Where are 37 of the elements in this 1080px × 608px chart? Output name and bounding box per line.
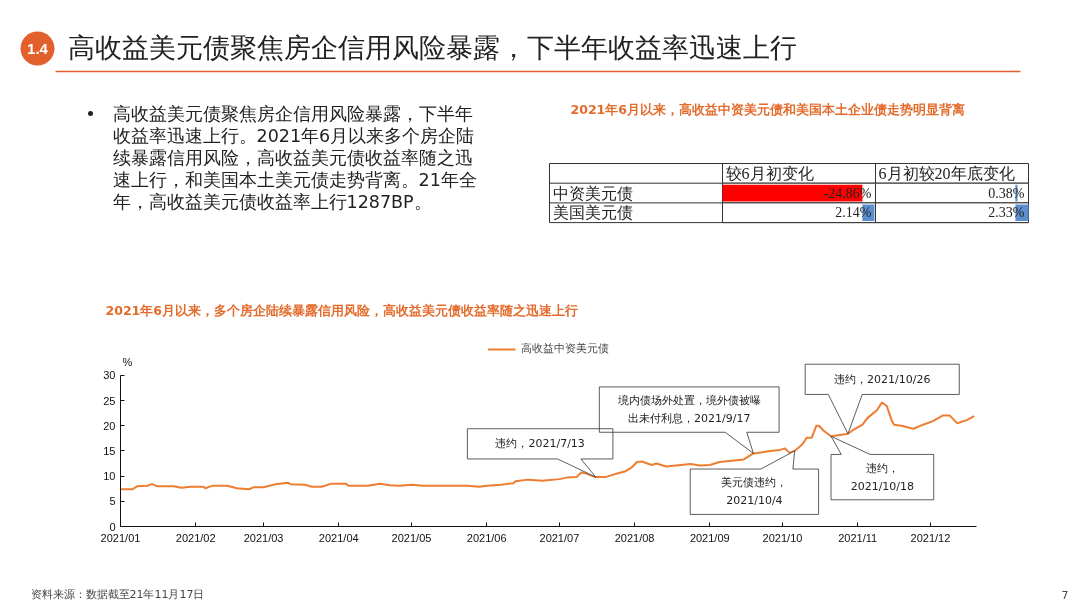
legend-label: 高收益中资美元债 bbox=[520, 342, 609, 356]
y-tick-label: 30 bbox=[103, 369, 116, 382]
y-tick-label: 15 bbox=[103, 444, 116, 457]
x-tick-label: 较6月初变化 bbox=[725, 164, 814, 182]
x-tick-label: 2021/03 bbox=[243, 531, 284, 544]
text: 1.4 bbox=[27, 39, 49, 57]
y-tick-label: 0 bbox=[109, 520, 116, 533]
text: 7 bbox=[1061, 588, 1069, 602]
annotation: 违约，2021/7/13 bbox=[495, 437, 585, 451]
chart-title: 2021年6月以来，高收益中资美元债和美国本土企业债走势明显背离 bbox=[570, 102, 965, 117]
x-tick-label: 2021/11 bbox=[838, 531, 878, 544]
y-tick-label: 20 bbox=[103, 419, 116, 432]
x-tick-label: 2021/02 bbox=[175, 531, 216, 544]
y-tick-label: 10 bbox=[103, 470, 116, 483]
y-tick-label: 5 bbox=[109, 495, 116, 508]
x-tick-label: 2021/08 bbox=[614, 531, 655, 544]
x-tick-label: 2021/01 bbox=[100, 531, 141, 544]
y-tick-label: 25 bbox=[103, 394, 116, 407]
text: 高收益美元债聚焦房企信用风险暴露，下半年收益率迅速上行。2021年6月以来多个房企陆续暴露信用风险，高收益美元债收益率随之迅速上行，和美国本土美元债走势背离。21年全年，高收益美元债收益率上行1287BP。 bbox=[112, 103, 477, 212]
x-tick-label: 2021/04 bbox=[318, 531, 359, 544]
x-tick-label: 6月初较20年底变化 bbox=[878, 164, 1015, 182]
annotation: 违约，2021/10/26 bbox=[834, 372, 931, 386]
x-tick-label: 2021/12 bbox=[910, 531, 951, 544]
text: 高收益美元债聚焦房企信用风险暴露，下半年收益率迅速上行 bbox=[67, 32, 797, 63]
chart-title: 2021年6月以来，多个房企陆续暴露信用风险，高收益美元债收益率随之迅速上行 bbox=[105, 302, 578, 318]
y-tick-label: 中资美元债 bbox=[552, 184, 633, 202]
x-tick-label: 2021/07 bbox=[539, 531, 580, 544]
y-axis-title: % bbox=[122, 355, 133, 368]
text: 资料来源：数据截至21年11月17日 bbox=[30, 588, 205, 601]
x-tick-label: 2021/05 bbox=[391, 531, 432, 544]
x-tick-label: 2021/09 bbox=[689, 531, 730, 544]
annotation: 美元债违约，2021/10/4 bbox=[721, 476, 788, 508]
x-tick-label: 2021/06 bbox=[466, 531, 507, 544]
y-tick-label: 美国美元债 bbox=[552, 204, 633, 222]
x-tick-label: 2021/10 bbox=[762, 531, 803, 544]
annotation: 境内债场外处置，境外债被曝出未付利息，2021/9/17 bbox=[616, 393, 761, 426]
annotation: 违约，2021/10/18 bbox=[850, 461, 915, 493]
